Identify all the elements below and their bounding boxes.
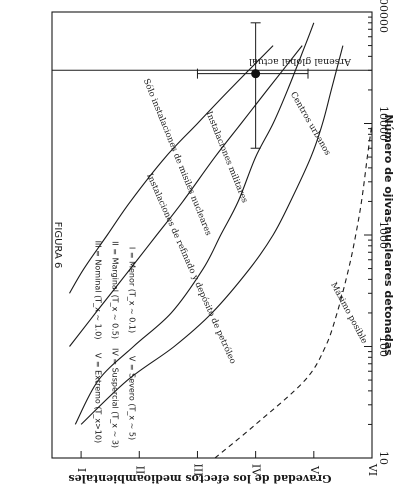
y-tick-label: III (191, 463, 204, 476)
x-tick-label: 10000 (377, 106, 390, 141)
x-tick-label: 100000 (377, 0, 390, 33)
series-label: Máximo posible (328, 280, 370, 345)
y-axis-title: Gravedad de los efectos medioambientales (68, 472, 331, 485)
y-tick-label: V (308, 465, 321, 475)
legend-entry: I = Menor (T_x ~ 0.1) (128, 247, 137, 333)
legend-entry: II = Marginal (T_x ~ 0.5) (111, 241, 120, 339)
x-tick-label: 1000 (377, 221, 390, 249)
y-tick-label: VI (366, 463, 379, 476)
legend-entry: III = Nominal (T_x ~ 1.0) (94, 241, 103, 340)
series-line (74, 22, 315, 425)
y-tick-label: IV (250, 464, 263, 477)
series-label: Centros urbanos (288, 90, 332, 157)
reference-line-label: Arsenal global actual (249, 56, 352, 67)
x-axis-title: Número de ojivas nucleares detonadas (382, 114, 395, 356)
figure-label: FIGURA 6 (52, 222, 63, 269)
series-line (69, 45, 303, 347)
series-label: Instalaciones militares (203, 110, 249, 204)
annotations: Número de ojivas nucleares detonadas Grav… (52, 114, 395, 485)
series-line (80, 45, 344, 425)
legend-entry: V = Extremo (T_x>10) (94, 353, 103, 443)
series-line (214, 123, 373, 459)
x-tick-label: 100 (377, 336, 390, 357)
series-label: Sólo instalaciones de misiles nucleares (141, 77, 214, 237)
y-tick-label: I (75, 468, 88, 472)
legend-entry: IV = Suspercial (T_x ~ 3) (111, 348, 120, 448)
x-tick-label: 10 (377, 451, 390, 465)
series-line (69, 45, 274, 294)
y-tick-label: II (133, 466, 146, 475)
legend-entry: V = Severo (T_x ~ 5) (128, 356, 137, 440)
data-point (251, 69, 261, 79)
